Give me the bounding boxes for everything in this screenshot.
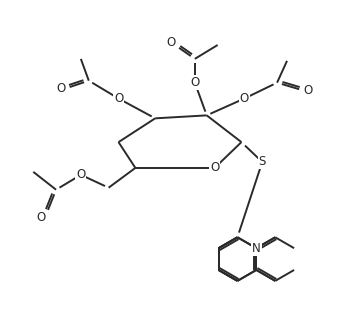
Text: N: N — [252, 242, 261, 255]
Text: S: S — [258, 156, 266, 168]
Text: O: O — [190, 76, 199, 89]
Text: O: O — [56, 82, 66, 95]
Text: O: O — [37, 211, 46, 224]
Text: O: O — [76, 168, 85, 181]
Text: O: O — [210, 162, 219, 174]
Text: O: O — [303, 84, 312, 97]
Text: O: O — [240, 92, 249, 105]
Text: O: O — [114, 92, 123, 105]
Text: O: O — [166, 35, 176, 49]
